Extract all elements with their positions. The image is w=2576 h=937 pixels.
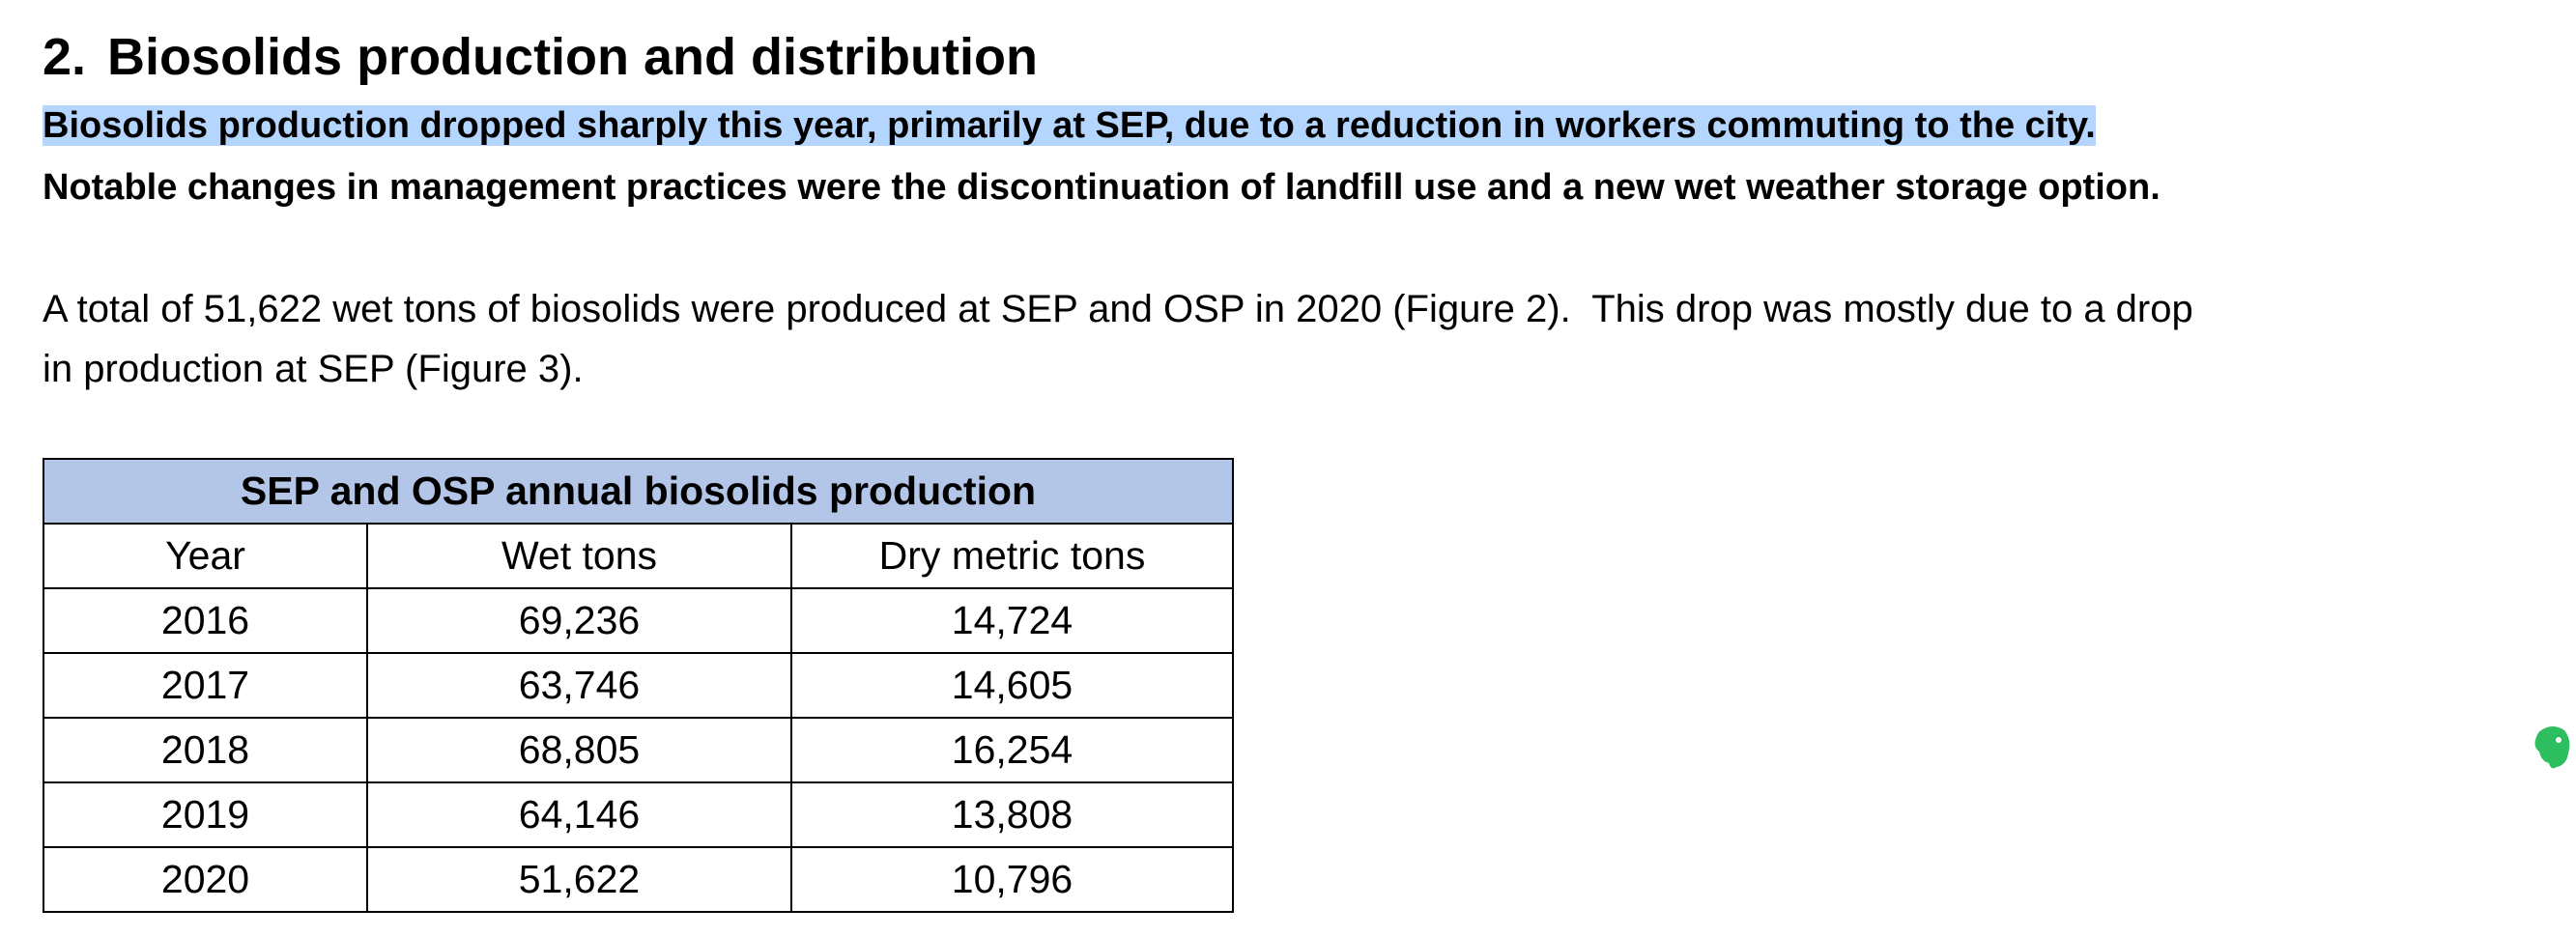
table-cell: 16,254 <box>790 717 1234 783</box>
heading-title: Biosolids production and distribution <box>107 28 1038 86</box>
table-cell: 2018 <box>43 717 368 783</box>
column-header: Dry metric tons <box>790 523 1234 589</box>
evernote-icon[interactable] <box>2532 723 2574 773</box>
table-cell: 51,622 <box>366 846 792 913</box>
table-row: 2017 63,746 14,605 <box>43 652 1234 719</box>
paragraph-line: A total of 51,622 wet tons of biosolids … <box>43 288 2193 330</box>
table-row: 2016 69,236 14,724 <box>43 587 1234 654</box>
table-caption: SEP and OSP annual biosolids production <box>43 458 1234 525</box>
heading: 2. Biosolids production and distribution <box>43 27 1038 87</box>
header-row: Year Wet tons Dry metric tons <box>43 523 1234 589</box>
table-row: 2018 68,805 16,254 <box>43 717 1234 783</box>
paragraph-line: in production at SEP (Figure 3). <box>43 348 584 390</box>
table-cell: 2019 <box>43 781 368 848</box>
table-cell: 13,808 <box>790 781 1234 848</box>
table-cell: 68,805 <box>366 717 792 783</box>
table-cell: 63,746 <box>366 652 792 719</box>
table-cell: 64,146 <box>366 781 792 848</box>
table-cell: 10,796 <box>790 846 1234 913</box>
heading-number: 2. <box>43 28 87 86</box>
column-header: Year <box>43 523 368 589</box>
table-cell: 2017 <box>43 652 368 719</box>
table-cell: 2020 <box>43 846 368 913</box>
table-row: 2020 51,622 10,796 <box>43 846 1234 913</box>
table-cell: 14,724 <box>790 587 1234 654</box>
production-table: SEP and OSP annual biosolids production … <box>43 458 1234 913</box>
summary-line: Biosolids production dropped sharply thi… <box>43 97 2096 155</box>
column-header: Wet tons <box>366 523 792 589</box>
highlighted-text: Biosolids production dropped sharply thi… <box>43 105 2096 146</box>
table-cell: 2016 <box>43 587 368 654</box>
table-cell: 69,236 <box>366 587 792 654</box>
table-cell: 14,605 <box>790 652 1234 719</box>
table-row: 2019 64,146 13,808 <box>43 781 1234 848</box>
summary-line: Notable changes in management practices … <box>43 167 2161 208</box>
